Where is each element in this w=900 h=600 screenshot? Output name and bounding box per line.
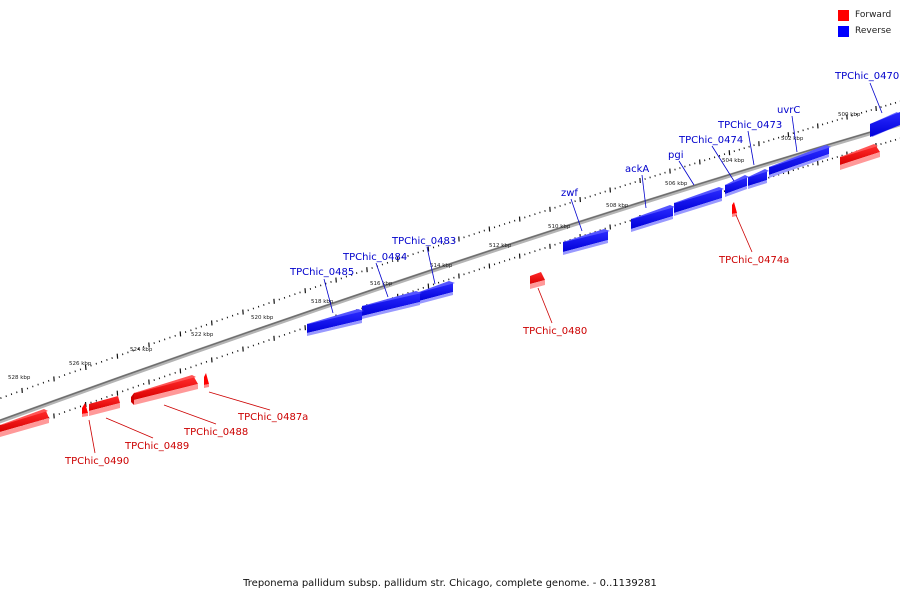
gene-TPChic_0480[interactable] (530, 272, 545, 289)
reverse-gene-features (307, 112, 900, 336)
gene-pgi[interactable] (674, 187, 724, 216)
gene-TPChic_0470[interactable] (870, 112, 900, 137)
forward-swatch-icon (838, 9, 849, 21)
kbp-label: 504 kbp (722, 158, 745, 164)
gene-TPChic_0487a[interactable] (204, 373, 209, 388)
kbp-label: 528 kbp (8, 375, 31, 381)
kbp-label: 502 kbp (781, 136, 804, 142)
legend-forward-label: Forward (855, 10, 892, 20)
legend-reverse-label: Reverse (855, 26, 892, 36)
gene-uvrC[interactable] (769, 145, 831, 178)
kbp-label: 500 kbp (838, 112, 861, 118)
gene-forward-edge-right[interactable] (840, 144, 880, 170)
gene-label[interactable]: TPChic_0474 (678, 135, 743, 146)
gene-label[interactable]: TPChic_0488 (183, 427, 248, 438)
gene-TPChic_0473[interactable] (748, 169, 769, 189)
kbp-label: 522 kbp (191, 332, 214, 338)
gene-label[interactable]: TPChic_0470 (834, 71, 899, 82)
gene-label[interactable]: TPChic_0483 (391, 236, 456, 247)
gene-label[interactable]: TPChic_0473 (717, 120, 782, 131)
gene-ackA[interactable] (631, 205, 675, 232)
gene-label[interactable]: TPChic_0489 (124, 441, 189, 452)
gene-label[interactable]: TPChic_0490 (64, 456, 129, 467)
forward-gene-features (0, 144, 880, 437)
kbp-label: 524 kbp (130, 347, 153, 353)
kbp-label: 508 kbp (606, 203, 629, 209)
kbp-label: 514 kbp (430, 263, 453, 269)
legend-forward: Forward (838, 9, 891, 21)
gene-TPChic_0483[interactable] (419, 281, 455, 304)
gene-label[interactable]: TPChic_0484 (342, 252, 407, 263)
gene-TPChic_0488[interactable] (131, 375, 198, 405)
kbp-label: 516 kbp (370, 281, 393, 287)
gene-TPChic_0489[interactable] (89, 396, 120, 416)
gene-TPChic_0474a[interactable] (732, 202, 737, 217)
gene-TPChic_0485[interactable] (307, 309, 364, 336)
gene-TPChic_0474[interactable] (725, 175, 749, 197)
kbp-label: 506 kbp (665, 181, 688, 187)
reverse-swatch-icon (838, 25, 849, 37)
gene-label[interactable]: uvrC (777, 105, 800, 116)
backbone (0, 122, 900, 424)
gene-label[interactable]: zwf (561, 188, 578, 199)
gene-forward-edge-left[interactable] (0, 409, 49, 437)
gene-label[interactable]: TPChic_0474a (718, 255, 789, 266)
gene-label[interactable]: TPChic_0480 (522, 326, 587, 337)
kbp-label: 510 kbp (548, 224, 571, 230)
reverse-tick-track (0, 100, 900, 400)
kbp-label: 520 kbp (251, 315, 274, 321)
kbp-label: 526 kbp (69, 361, 92, 367)
legend-reverse: Reverse (838, 25, 891, 37)
major-tick (84, 364, 87, 371)
forward-gene-labels: TPChic_0474a TPChic_0480 TPChic_0487a TP… (64, 255, 789, 467)
reverse-gene-labels: TPChic_0470 uvrC TPChic_0473 TPChic_0474… (289, 71, 899, 278)
gene-zwf[interactable] (563, 229, 610, 255)
gene-label[interactable]: TPChic_0485 (289, 267, 354, 278)
genome-caption: Treponema pallidum subsp. pallidum str. … (243, 578, 657, 589)
gene-label[interactable]: pgi (668, 150, 683, 161)
kbp-label: 518 kbp (311, 299, 334, 305)
gene-label[interactable]: TPChic_0487a (237, 412, 308, 423)
gene-TPChic_0484[interactable] (362, 291, 422, 319)
kbp-scale-labels: 500 kbp 502 kbp 504 kbp 506 kbp 508 kbp … (8, 112, 861, 381)
gene-label[interactable]: ackA (625, 164, 649, 175)
gene-TPChic_0490[interactable] (82, 403, 88, 417)
kbp-label: 512 kbp (489, 243, 512, 249)
label-leader-lines (88, 82, 883, 454)
